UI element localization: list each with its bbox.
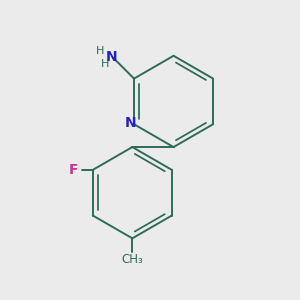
Text: F: F [69,163,78,177]
Text: N: N [106,50,118,64]
Text: N: N [125,116,136,130]
Text: H: H [100,59,109,70]
Text: CH₃: CH₃ [122,253,143,266]
Text: H: H [96,46,104,56]
